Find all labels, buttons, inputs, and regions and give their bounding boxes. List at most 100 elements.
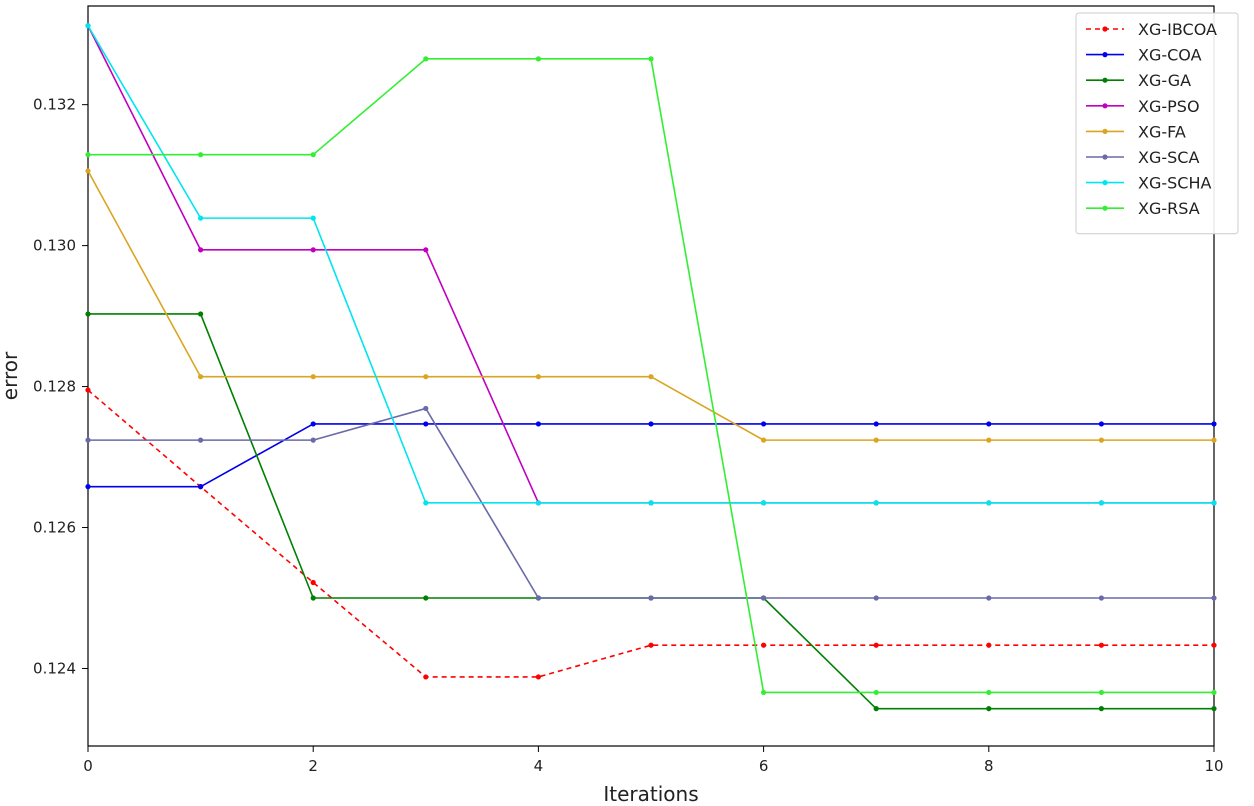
legend-item: XG-RSA [1086,199,1200,218]
data-point [1098,595,1104,601]
data-point [1098,437,1104,443]
data-point [85,23,91,29]
data-point [310,437,316,443]
data-point [986,642,992,648]
legend-marker [1102,154,1108,160]
data-point [535,374,542,380]
data-point [986,437,992,443]
data-point [198,247,204,253]
series-layer [85,23,1217,712]
series-xg-fa [85,168,1217,443]
x-tick-label: 0 [83,757,93,775]
legend-marker [1102,103,1108,109]
x-tick-label: 8 [984,757,994,775]
data-point [535,595,542,601]
series-line [87,170,1214,441]
legend-item: XG-IBCOA [1086,20,1217,39]
legend-item: XG-COA [1086,46,1202,65]
data-point [1098,500,1104,506]
legend-item: XG-PSO [1086,97,1200,116]
data-point [310,215,316,221]
data-point [535,674,542,680]
data-point [761,437,767,443]
series-xg-ibcoa [85,387,1217,680]
data-point [1211,437,1217,443]
data-point [85,437,91,443]
data-point [310,579,316,586]
legend-box [1075,12,1239,235]
legend-marker [1102,180,1108,186]
data-point [986,421,992,427]
data-point [648,374,654,380]
data-point [423,500,429,506]
legend-label: XG-SCA [1138,148,1199,167]
legend-label: XG-PSO [1138,97,1200,116]
series-line [87,25,1214,504]
legend-item: XG-SCA [1086,148,1199,167]
data-point [986,689,992,696]
data-point [423,247,429,253]
data-point [423,374,429,380]
data-point [310,374,316,380]
data-point [423,405,429,412]
data-point [423,674,429,680]
data-point [1098,421,1104,427]
legend: XG-IBCOA XG-COA XG-GA XG-PSO XG-FA XG-SCA XG-S… [1075,12,1239,235]
data-point [648,56,654,62]
data-point [1098,706,1104,712]
data-point [873,689,879,696]
legend-marker [1102,26,1108,32]
data-point [1098,689,1104,696]
y-tick-label: 0.128 [33,378,76,396]
data-point [761,689,767,696]
legend-label: XG-IBCOA [1138,20,1217,39]
plot-frame [87,5,1215,747]
legend-marker [1102,205,1108,211]
series-line [88,313,1214,710]
series-xg-ga [85,311,1217,712]
data-point [648,595,654,601]
data-point [535,56,542,62]
data-point [85,311,91,317]
data-point [648,421,654,427]
data-point [85,168,91,174]
legend-item: XG-GA [1086,71,1191,90]
data-point [873,642,879,648]
data-point [198,374,204,380]
data-point [1211,421,1217,427]
legend-item: XG-SCHA [1086,174,1211,193]
data-point [873,421,879,427]
data-point [198,152,204,158]
data-point [761,500,767,506]
data-point [648,500,654,506]
y-tick-label: 0.126 [33,519,76,537]
data-point [1211,595,1217,601]
data-point [198,215,204,221]
data-point [310,247,316,253]
data-point [986,595,992,601]
data-point [423,595,429,601]
series-xg-coa [85,421,1217,490]
data-point [535,421,542,427]
data-point [873,437,879,443]
data-point [198,311,204,317]
x-tick-label: 2 [308,757,318,775]
legend-marker [1102,52,1108,58]
legend-marker [1102,77,1108,83]
series-xg-rsa [85,56,1217,696]
data-point [873,595,879,601]
data-point [1098,642,1104,648]
data-point [986,706,992,712]
data-point [873,500,879,506]
data-point [310,421,316,427]
data-point [198,484,204,490]
data-point [423,421,429,427]
legend-label: XG-RSA [1138,199,1200,218]
data-point [423,56,429,62]
legend-item: XG-FA [1086,122,1186,141]
legend-label: XG-SCHA [1138,174,1211,193]
data-point [198,437,204,443]
axes-layer: 0 2 4 6 8 10 0.124 0.126 0.128 0.130 0.132 [33,5,1224,775]
data-point [761,595,767,601]
